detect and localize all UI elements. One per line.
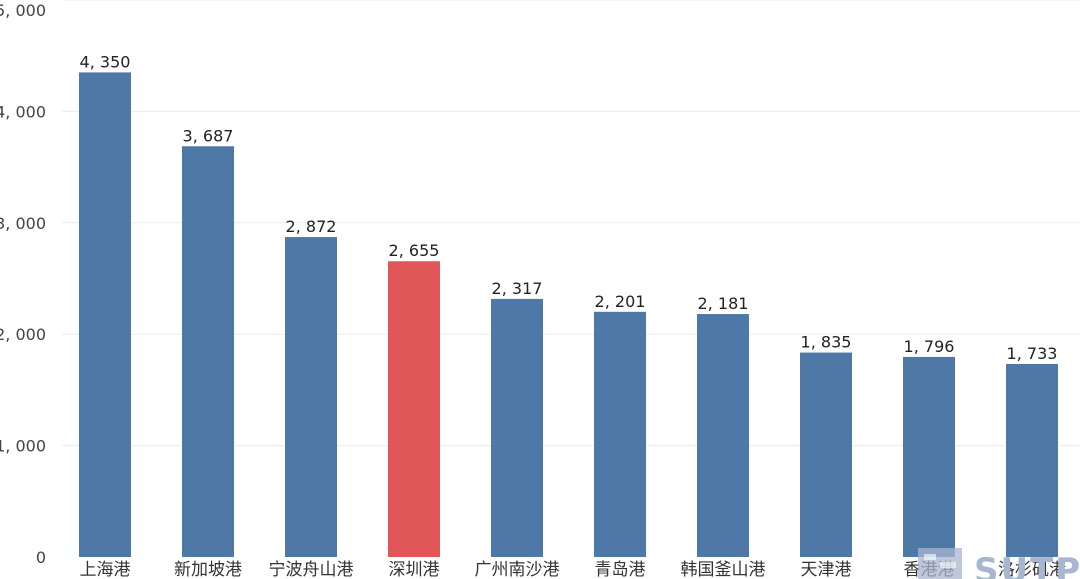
bar-value-label: 2, 655 (389, 241, 440, 260)
bar-value-label: 1, 796 (904, 337, 955, 356)
y-tick-label: 5, 000 (0, 1, 46, 20)
bar (79, 72, 131, 557)
x-category-label: 深圳港 (389, 560, 440, 579)
bar (1006, 363, 1058, 557)
bar-value-label: 3, 687 (183, 126, 234, 145)
y-tick-label: 0 (36, 548, 46, 567)
x-category-label: 韩国釜山港 (681, 560, 766, 579)
data-labels: 4, 350 3, 687 2, 872 2, 655 2, 317 2, 201 2, 1… (80, 52, 1058, 363)
y-tick-label: 4, 000 (0, 102, 46, 121)
bar (182, 146, 234, 558)
bar-value-label: 2, 181 (698, 294, 749, 313)
watermark-text: SUTPC (974, 551, 1080, 579)
x-category-label: 青岛港 (595, 560, 646, 579)
bar (285, 237, 337, 557)
x-category-label: 新加坡港 (174, 560, 242, 579)
bar (491, 298, 543, 557)
bar-value-label: 4, 350 (80, 52, 131, 71)
watermark-logo-icon (918, 548, 962, 579)
y-tick-label: 3, 000 (0, 214, 46, 233)
bar (800, 352, 852, 557)
x-category-label: 洛杉矶港 (998, 560, 1066, 579)
bar-value-label: 2, 201 (595, 292, 646, 311)
bar-value-label: 1, 835 (801, 333, 852, 352)
y-tick-label: 2, 000 (0, 325, 46, 344)
x-category-label: 宁波舟山港 (269, 560, 354, 579)
y-axis-ticks: 0 1, 000 2, 000 3, 000 4, 000 5, 000 (0, 1, 46, 567)
watermark: SUTPC (918, 548, 1080, 579)
y-tick-label: 1, 000 (0, 437, 46, 456)
bar (388, 261, 440, 557)
bar (594, 311, 646, 557)
x-category-label: 广州南沙港 (475, 560, 560, 579)
bar (903, 356, 955, 557)
bar-value-label: 2, 872 (286, 217, 337, 236)
bar-value-label: 2, 317 (492, 279, 543, 298)
bar-value-label: 1, 733 (1007, 344, 1058, 363)
bars (79, 72, 1058, 558)
x-category-label: 天津港 (801, 560, 852, 579)
x-category-label: 上海港 (80, 560, 131, 579)
bar (697, 314, 749, 557)
